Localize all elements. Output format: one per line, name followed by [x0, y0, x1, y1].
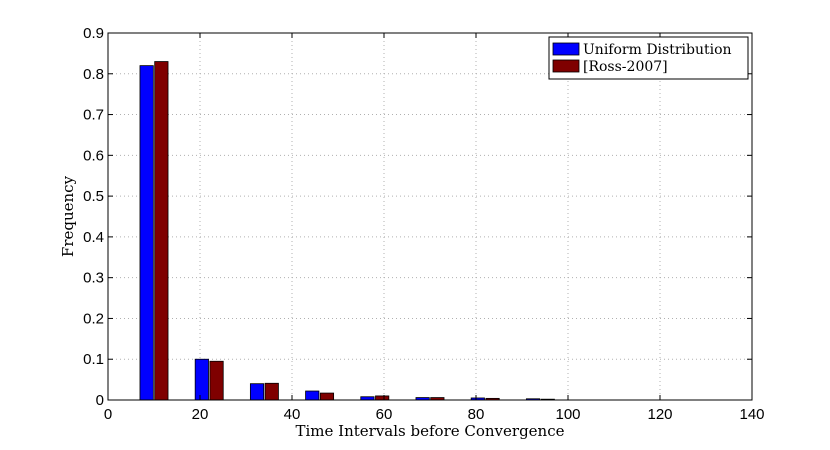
- x-axis-ticks: 0 20 40 60 80 100 120 140: [104, 33, 765, 423]
- grid: [108, 33, 752, 400]
- x-tick-label: 120: [647, 406, 672, 423]
- x-tick-label: 60: [376, 406, 393, 423]
- bar-uniform-2: [249, 383, 265, 401]
- y-tick-label: 0.4: [83, 229, 104, 246]
- legend-label: [Ross-2007]: [583, 59, 668, 75]
- legend-swatch: [552, 42, 580, 56]
- y-axis-ticks: 0 0.1 0.2 0.3 0.4 0.5 0.6 0.7 0.8 0.9: [83, 25, 752, 409]
- bar-uniform-0: [139, 65, 154, 401]
- x-tick-label: 100: [555, 406, 580, 423]
- plot-frame: [107, 32, 753, 401]
- x-tick-label: 80: [468, 406, 485, 423]
- bar-uniform-3: [305, 390, 320, 401]
- y-tick-label: 0.9: [83, 25, 104, 42]
- y-tick-label: 0.8: [83, 66, 104, 83]
- x-tick-label: 0: [104, 406, 112, 423]
- x-tick-label: 40: [284, 406, 301, 423]
- bar-ross-1: [209, 360, 224, 401]
- y-tick-label: 0.2: [83, 310, 104, 327]
- y-tick-label: 0.1: [83, 351, 104, 368]
- legend: Uniform Distribution[Ross-2007]: [548, 36, 749, 80]
- x-tick-label: 20: [192, 406, 209, 423]
- bars: [139, 61, 555, 401]
- y-tick-label: 0.3: [83, 270, 104, 287]
- y-tick-label: 0: [96, 392, 104, 409]
- bar-ross-0: [154, 61, 169, 401]
- legend-swatch: [552, 59, 580, 73]
- legend-box: [548, 36, 749, 80]
- bar-ross-3: [319, 392, 335, 401]
- y-tick-label: 0.7: [83, 107, 104, 124]
- y-axis-label: Frequency: [59, 175, 77, 257]
- bar-ross-2: [264, 382, 279, 401]
- y-tick-label: 0.6: [83, 147, 104, 164]
- bar-ross-4: [375, 395, 390, 401]
- x-tick-label: 140: [739, 406, 764, 423]
- y-tick-label: 0.5: [83, 188, 104, 205]
- bar-uniform-1: [194, 358, 209, 401]
- legend-label: Uniform Distribution: [583, 42, 732, 58]
- x-axis-label: Time Intervals before Convergence: [296, 422, 565, 440]
